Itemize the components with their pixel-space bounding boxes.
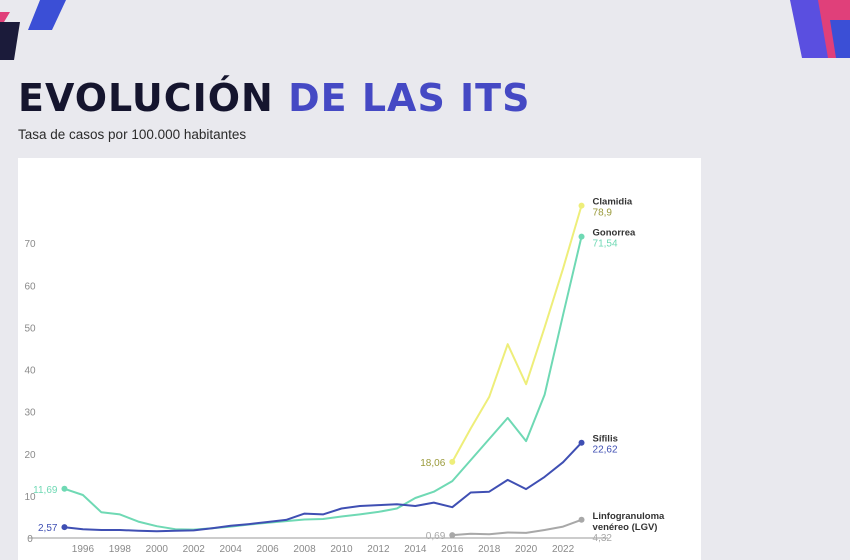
series-line-gonorrea bbox=[64, 236, 583, 531]
x-tick-label-2018: 2018 bbox=[478, 544, 501, 555]
series-start-label-clamidia: 18,06 bbox=[420, 458, 445, 469]
series-name-label-linfogranuloma-venereo-lgv-1: Linfogranuloma bbox=[593, 511, 665, 522]
series-start-label-sifilis: 2,57 bbox=[38, 523, 58, 534]
y-tick-label-50: 50 bbox=[24, 323, 36, 334]
series-name-label-sifilis: Sífilis bbox=[593, 434, 618, 445]
title-part-2: DE LAS ITS bbox=[288, 76, 531, 120]
series-start-label-gonorrea: 11,69 bbox=[33, 485, 58, 496]
x-tick-label-2008: 2008 bbox=[293, 544, 316, 555]
series-name-label-gonorrea: Gonorrea bbox=[593, 228, 636, 239]
series-line-sifilis bbox=[64, 442, 583, 533]
series-end-label-linfogranuloma-venereo-lgv: 4,32 bbox=[593, 533, 613, 544]
chart-card: 0 10 20 30 40 50 60 70 1996 1998 2000 2002 2004 2006 2… bbox=[18, 158, 701, 560]
series-start-label-linfogranuloma-venereo-lgv: 0,69 bbox=[426, 531, 446, 542]
y-tick-label-0: 0 bbox=[27, 534, 33, 545]
chart-subtitle: Tasa de casos por 100.000 habitantes bbox=[18, 127, 247, 142]
series-start-point-clamidia bbox=[449, 458, 456, 465]
series-end-label-gonorrea: 71,54 bbox=[593, 239, 618, 250]
x-tick-label-2012: 2012 bbox=[367, 544, 390, 555]
x-tick-label-2016: 2016 bbox=[441, 544, 464, 555]
y-tick-label-30: 30 bbox=[24, 408, 36, 419]
line-chart: 0 10 20 30 40 50 60 70 1996 1998 2000 2002 2004 2006 2… bbox=[24, 197, 665, 555]
x-tick-label-1998: 1998 bbox=[109, 544, 132, 555]
y-tick-label-10: 10 bbox=[24, 492, 36, 503]
title-part-1: EVOLUCIÓN bbox=[18, 76, 274, 120]
decorative-corner-shape-left bbox=[0, 0, 66, 60]
page-title: EVOLUCIÓN DE LAS ITS bbox=[18, 76, 530, 120]
y-tick-label-20: 20 bbox=[24, 450, 36, 461]
decorative-corner-shape-right bbox=[790, 0, 850, 58]
x-tick-label-2022: 2022 bbox=[552, 544, 575, 555]
x-tick-label-2004: 2004 bbox=[220, 544, 243, 555]
x-tick-label-2020: 2020 bbox=[515, 544, 538, 555]
x-tick-label-2002: 2002 bbox=[183, 544, 206, 555]
series-end-point-sifilis bbox=[578, 439, 585, 446]
series-name-label-clamidia: Clamidia bbox=[593, 197, 633, 208]
y-tick-label-40: 40 bbox=[24, 366, 36, 377]
series-start-point-sifilis bbox=[61, 524, 68, 531]
series-end-label-clamidia: 78,9 bbox=[593, 208, 613, 219]
series-line-clamidia bbox=[451, 205, 583, 463]
x-tick-label-2006: 2006 bbox=[256, 544, 279, 555]
series-name-label-linfogranuloma-venereo-lgv-2: venéreo (LGV) bbox=[593, 522, 658, 533]
series-end-point-linfogranuloma-venereo-lgv bbox=[578, 516, 585, 523]
series-end-label-sifilis: 22,62 bbox=[593, 445, 618, 456]
x-tick-label-2010: 2010 bbox=[330, 544, 353, 555]
x-tick-label-2000: 2000 bbox=[146, 544, 169, 555]
x-tick-label-2014: 2014 bbox=[404, 544, 427, 555]
y-tick-label-70: 70 bbox=[24, 239, 36, 250]
series-end-point-clamidia bbox=[578, 202, 585, 209]
x-tick-label-1996: 1996 bbox=[72, 544, 95, 555]
series-start-point-linfogranuloma-venereo-lgv bbox=[449, 532, 456, 539]
series-end-point-gonorrea bbox=[578, 233, 585, 240]
series-line-linfogranuloma-venereo-lgv bbox=[452, 518, 582, 537]
series-start-point-gonorrea bbox=[61, 485, 68, 492]
y-tick-label-60: 60 bbox=[24, 281, 36, 292]
